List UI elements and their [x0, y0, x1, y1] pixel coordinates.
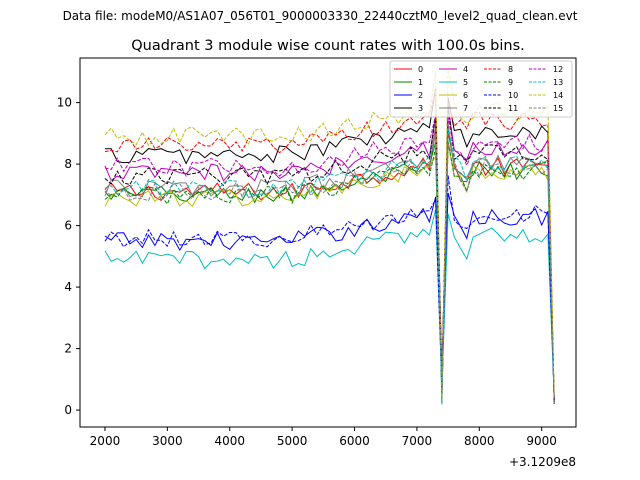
y-tick-label: 0	[64, 403, 72, 417]
series-line-12	[104, 114, 555, 400]
y-tick-label: 6	[64, 219, 72, 233]
x-tick-label: 6000	[339, 434, 370, 448]
legend-label: 5	[463, 78, 468, 87]
legend-label: 9	[508, 78, 513, 87]
x-tick-label: 8000	[464, 434, 495, 448]
series-line-4	[104, 106, 555, 402]
x-tick-label: 2000	[90, 434, 121, 448]
series-line-6	[104, 142, 555, 397]
legend-label: 14	[553, 91, 563, 100]
x-tick-label: 9000	[526, 434, 557, 448]
x-tick-label: 7000	[402, 434, 433, 448]
series-line-9	[104, 141, 555, 399]
x-offset-label: +3.1209e8	[509, 455, 576, 469]
axes-frame	[79, 57, 577, 428]
legend-label: 11	[508, 104, 518, 113]
series-line-13	[104, 128, 555, 405]
chart-title: Quadrant 3 module wise count rates with …	[131, 38, 525, 54]
x-tick-label: 3000	[152, 434, 183, 448]
y-tick-label: 10	[57, 96, 72, 110]
series-line-15	[104, 133, 555, 402]
legend-label: 10	[508, 91, 518, 100]
series-layer	[104, 66, 555, 405]
series-line-11	[104, 104, 555, 403]
legend-label: 15	[553, 104, 563, 113]
series-line-3	[104, 88, 555, 404]
x-tick-label: 4000	[214, 434, 245, 448]
y-tick-label: 8	[64, 157, 72, 171]
legend-label: 12	[553, 65, 563, 74]
series-line-10	[104, 175, 555, 396]
series-line-2	[104, 192, 555, 398]
legend-label: 3	[418, 104, 423, 113]
legend-label: 6	[463, 91, 468, 100]
legend-label: 7	[463, 104, 468, 113]
figure-suptitle: Data file: modeM0/AS1A07_056T01_90000033…	[63, 9, 578, 23]
series-line-1	[104, 125, 555, 400]
legend-label: 8	[508, 65, 513, 74]
y-tick-label: 4	[64, 280, 72, 294]
legend-label: 1	[418, 78, 423, 87]
legend-label: 2	[418, 91, 423, 100]
series-line-5	[104, 209, 555, 399]
x-tick-label: 5000	[277, 434, 308, 448]
y-tick-label: 2	[64, 342, 72, 356]
series-line-7	[104, 123, 555, 404]
legend-frame	[389, 60, 573, 118]
legend-label: 13	[553, 78, 563, 87]
legend-label: 4	[463, 65, 468, 74]
axis-ticks: 2000 3000 4000 5000 6000 7000 8000 9000 0 2 4 6 8 10	[57, 96, 557, 448]
legend-label: 0	[418, 65, 423, 74]
